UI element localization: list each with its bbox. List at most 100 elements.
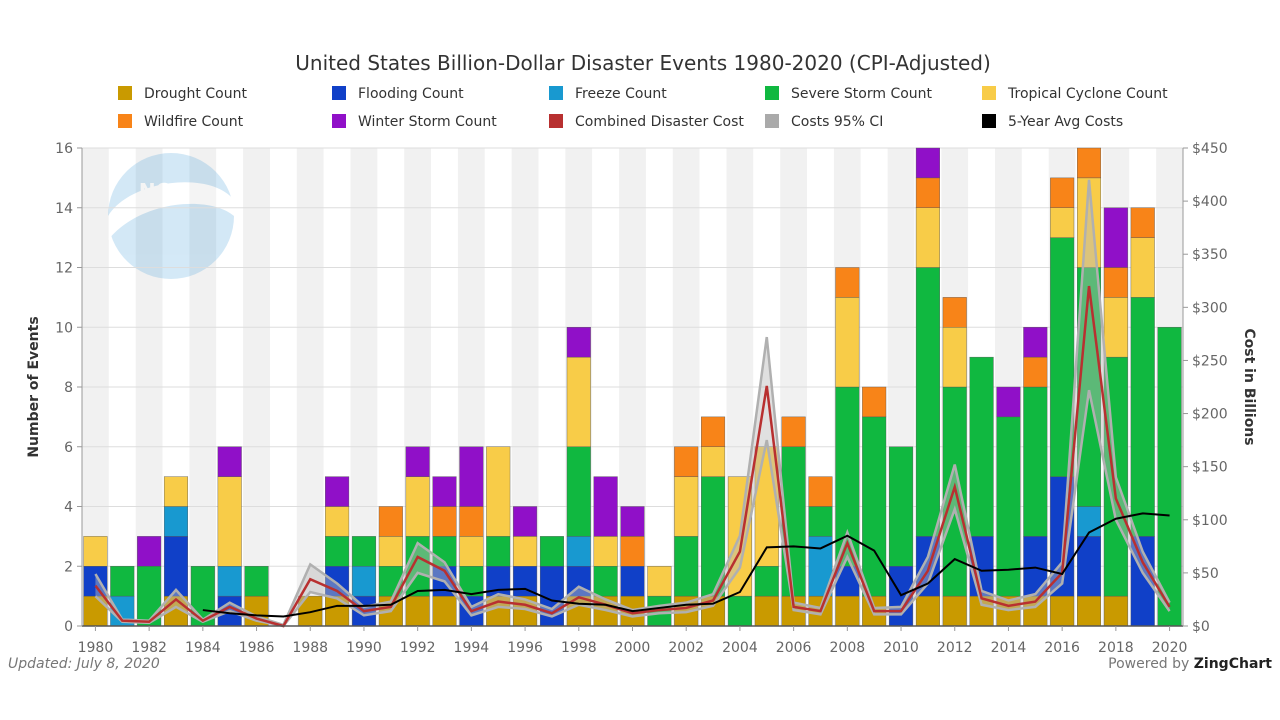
bar-segment-severe-storm-count-1989[interactable] <box>325 536 350 567</box>
bar-segment-flooding-count-1983[interactable] <box>163 536 189 597</box>
bar-segment-wildfire-count-1994[interactable] <box>459 506 484 537</box>
bar-segment-freeze-count-1985[interactable] <box>217 566 242 597</box>
five-year-avg-line <box>202 512 1170 618</box>
bar-segment-severe-storm-count-1981[interactable] <box>110 566 135 597</box>
bar-segment-wildfire-count-2015[interactable] <box>1023 356 1048 388</box>
bar-segment-severe-storm-count-2011[interactable] <box>915 267 940 537</box>
bar-segment-winter-storm-count-1989[interactable] <box>325 476 350 507</box>
bar-segment-wildfire-count-2019[interactable] <box>1130 207 1155 238</box>
bar-segment-drought-count-2017[interactable] <box>1076 595 1102 627</box>
bar-segment-tropical-cyclone-count-2001[interactable] <box>647 566 672 597</box>
legend-item-severe-storm-count[interactable]: Severe Storm Count <box>765 86 933 102</box>
legend-item-combined-disaster-cost[interactable]: Combined Disaster Cost <box>549 114 744 130</box>
bar-segment-tropical-cyclone-count-2011[interactable] <box>915 207 940 268</box>
bar-segment-wildfire-count-2002[interactable] <box>674 446 699 477</box>
bar-segment-winter-storm-count-1985[interactable] <box>217 446 242 477</box>
bar-segment-tropical-cyclone-count-2008[interactable] <box>835 297 860 388</box>
bar-segment-winter-storm-count-1996[interactable] <box>513 506 538 537</box>
bar-segment-severe-storm-count-2004[interactable] <box>727 595 752 627</box>
bar-segment-severe-storm-count-2015[interactable] <box>1023 386 1048 537</box>
bar-segment-severe-storm-count-2020[interactable] <box>1157 327 1182 627</box>
bar-segment-tropical-cyclone-count-2018[interactable] <box>1103 297 1128 358</box>
x-tick-label: 1994 <box>454 640 490 656</box>
bar-segment-tropical-cyclone-count-1995[interactable] <box>486 446 511 537</box>
bar-segment-winter-storm-count-2014[interactable] <box>996 386 1021 418</box>
bar-segment-tropical-cyclone-count-1983[interactable] <box>163 476 189 507</box>
bar-segment-severe-storm-count-1986[interactable] <box>244 566 269 597</box>
bar-segment-wildfire-count-2018[interactable] <box>1103 267 1128 298</box>
legend-item-drought-count[interactable]: Drought Count <box>118 86 247 102</box>
bar-segment-freeze-count-1990[interactable] <box>351 566 376 597</box>
bar-segment-winter-storm-count-1999[interactable] <box>593 476 618 537</box>
legend-item-5-year-avg-costs[interactable]: 5-Year Avg Costs <box>982 114 1123 130</box>
bar-segment-wildfire-count-2000[interactable] <box>620 536 645 567</box>
bar-segment-winter-storm-count-2000[interactable] <box>620 506 645 537</box>
bar-segment-severe-storm-count-2009[interactable] <box>862 416 887 597</box>
bar-segment-drought-count-1993[interactable] <box>432 595 457 627</box>
bar-segment-winter-storm-count-1993[interactable] <box>432 476 457 507</box>
bar-segment-drought-count-2012[interactable] <box>942 595 967 627</box>
bar-segment-severe-storm-count-2007[interactable] <box>808 506 833 537</box>
legend-item-tropical-cyclone-count[interactable]: Tropical Cyclone Count <box>982 86 1168 102</box>
bar-segment-wildfire-count-2009[interactable] <box>862 386 887 418</box>
legend-item-flooding-count[interactable]: Flooding Count <box>332 86 464 102</box>
bar-segment-drought-count-1992[interactable] <box>405 595 430 627</box>
bar-segment-winter-storm-count-2011[interactable] <box>915 147 940 179</box>
bar-segment-tropical-cyclone-count-1994[interactable] <box>459 536 484 567</box>
bar-segment-tropical-cyclone-count-1989[interactable] <box>325 506 350 537</box>
bar-segment-flooding-count-2000[interactable] <box>620 566 645 597</box>
y2-tick-label: $100 <box>1192 513 1228 529</box>
bar-segment-tropical-cyclone-count-2019[interactable] <box>1130 237 1155 298</box>
legend-item-winter-storm-count[interactable]: Winter Storm Count <box>332 114 497 130</box>
bar-segment-severe-storm-count-2010[interactable] <box>889 446 914 567</box>
bar-segment-wildfire-count-2008[interactable] <box>835 267 860 298</box>
bar-segment-drought-count-2008[interactable] <box>835 595 860 627</box>
bar-segment-drought-count-2018[interactable] <box>1103 595 1128 627</box>
bar-segment-drought-count-2011[interactable] <box>915 595 940 627</box>
bar-segment-severe-storm-count-1997[interactable] <box>539 536 564 567</box>
bar-segment-severe-storm-count-2013[interactable] <box>969 356 994 537</box>
bar-segment-severe-storm-count-1998[interactable] <box>566 446 591 537</box>
powered-by[interactable]: Powered by ZingChart <box>1108 656 1272 672</box>
legend-item-freeze-count[interactable]: Freeze Count <box>549 86 667 102</box>
bar-segment-winter-storm-count-1992[interactable] <box>405 446 430 477</box>
bar-segment-wildfire-count-2011[interactable] <box>915 177 940 208</box>
bar-segment-freeze-count-1983[interactable] <box>163 506 189 537</box>
x-tick-label: 2012 <box>937 640 973 656</box>
bar-segment-severe-storm-count-1990[interactable] <box>351 536 376 567</box>
bar-segment-tropical-cyclone-count-1996[interactable] <box>513 536 538 567</box>
bar-segment-tropical-cyclone-count-2002[interactable] <box>674 476 699 537</box>
bar-segment-winter-storm-count-1982[interactable] <box>137 536 162 567</box>
bar-segment-wildfire-count-2007[interactable] <box>808 476 833 507</box>
bar-segment-drought-count-2016[interactable] <box>1050 595 1075 627</box>
legend-item-costs-95-ci[interactable]: Costs 95% CI <box>765 114 883 130</box>
bar-segment-drought-count-2005[interactable] <box>754 595 779 627</box>
bar-segment-severe-storm-count-1995[interactable] <box>486 536 511 567</box>
bar-segment-wildfire-count-1993[interactable] <box>432 506 457 537</box>
bar-segment-winter-storm-count-2018[interactable] <box>1103 207 1128 268</box>
bar-segment-tropical-cyclone-count-2003[interactable] <box>701 446 726 477</box>
bar-segment-severe-storm-count-2019[interactable] <box>1130 297 1155 537</box>
bar-segment-severe-storm-count-1999[interactable] <box>593 566 618 597</box>
bar-segment-severe-storm-count-2002[interactable] <box>674 536 699 597</box>
legend-item-wildfire-count[interactable]: Wildfire Count <box>118 114 244 130</box>
bar-segment-tropical-cyclone-count-1992[interactable] <box>405 476 430 537</box>
bar-segment-wildfire-count-2006[interactable] <box>781 416 806 447</box>
bar-segment-winter-storm-count-1994[interactable] <box>459 446 484 507</box>
bar-segment-winter-storm-count-1998[interactable] <box>566 327 591 358</box>
bar-segment-wildfire-count-2012[interactable] <box>942 297 967 328</box>
bar-segment-tropical-cyclone-count-1985[interactable] <box>217 476 242 567</box>
bar-segment-tropical-cyclone-count-1980[interactable] <box>83 536 108 567</box>
bar-segment-winter-storm-count-2015[interactable] <box>1023 327 1048 358</box>
bar-segment-wildfire-count-1991[interactable] <box>378 506 403 537</box>
bar-segment-wildfire-count-2003[interactable] <box>701 416 726 447</box>
bar-segment-tropical-cyclone-count-1998[interactable] <box>566 356 591 447</box>
bar-segment-tropical-cyclone-count-1991[interactable] <box>378 536 403 567</box>
bar-segment-freeze-count-1998[interactable] <box>566 536 591 567</box>
bar-segment-severe-storm-count-2005[interactable] <box>754 566 779 597</box>
bar-segment-tropical-cyclone-count-1999[interactable] <box>593 536 618 567</box>
bar-segment-tropical-cyclone-count-2016[interactable] <box>1050 207 1075 238</box>
bar-segment-wildfire-count-2017[interactable] <box>1076 147 1102 179</box>
bar-segment-tropical-cyclone-count-2012[interactable] <box>942 327 967 388</box>
bar-segment-wildfire-count-2016[interactable] <box>1050 177 1075 208</box>
